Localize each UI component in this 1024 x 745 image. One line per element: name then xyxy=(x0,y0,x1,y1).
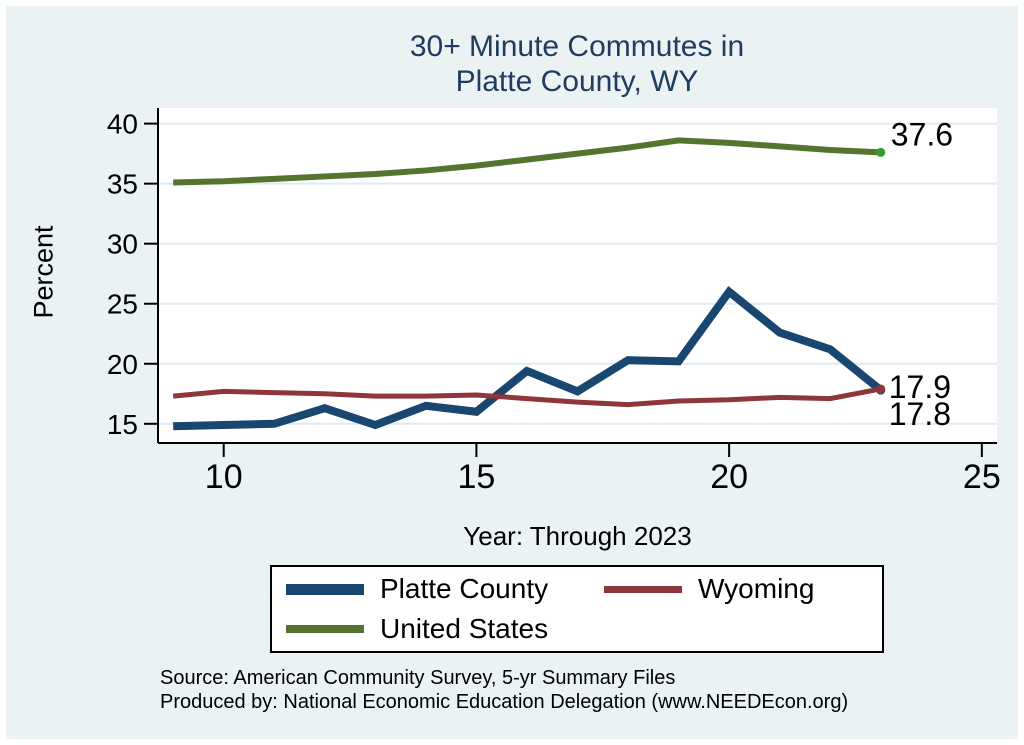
legend-label: Wyoming xyxy=(698,573,815,604)
source-note: Source: American Community Survey, 5-yr … xyxy=(160,667,848,714)
series-end-label-platte-county: 17.8 xyxy=(889,396,951,432)
line-chart: 15 20 25 30 35 40 10 15 20 25 17.817.9 37.6 xyxy=(107,108,1001,496)
x-axis-title: Year: Through 2023 xyxy=(463,521,692,551)
legend-swatch xyxy=(286,583,364,595)
series-line-platte-county xyxy=(173,285,884,431)
series-end-label-united-states: 37.6 xyxy=(891,116,953,152)
produced-by-line: Produced by: National Economic Education… xyxy=(160,690,849,713)
y-axis-title: Percent xyxy=(28,225,59,319)
chart-title-line1: 30+ Minute Commutes in xyxy=(409,30,745,63)
x-tick-label: 15 xyxy=(458,458,496,496)
legend-item-united-states: United States xyxy=(286,613,604,645)
source-line: Source: American Community Survey, 5-yr … xyxy=(160,667,676,689)
series-line-united-states xyxy=(173,137,881,186)
y-tick-label: 25 xyxy=(107,289,138,320)
y-tick-label: 15 xyxy=(107,409,138,440)
legend-label: United States xyxy=(380,613,549,644)
y-tick-label: 30 xyxy=(107,229,138,260)
x-tick-label: 25 xyxy=(963,458,1001,496)
chart-title: 30+ Minute Commutes in Platte County, WY xyxy=(154,30,1000,100)
x-tick-label: 20 xyxy=(710,458,748,496)
legend-label: Platte County xyxy=(380,573,549,604)
y-tick-label: 35 xyxy=(107,169,138,200)
series-end-label-wyoming: 17.9 xyxy=(889,369,951,405)
y-tick-label: 40 xyxy=(107,109,138,140)
legend-swatch xyxy=(286,625,364,633)
chart-legend: Platte County Wyoming United States xyxy=(270,565,884,653)
series-endpoint-united-states xyxy=(876,147,886,157)
series-line-wyoming xyxy=(172,386,882,408)
x-tick-label: 10 xyxy=(205,458,243,496)
legend-item-platte-county: Platte County xyxy=(286,573,604,605)
legend-item-wyoming: Wyoming xyxy=(604,573,872,605)
legend-swatch xyxy=(604,585,682,593)
series-endpoint-wyoming xyxy=(876,384,886,394)
y-tick-label: 20 xyxy=(107,349,138,380)
chart-title-line2: Platte County, WY xyxy=(455,64,699,98)
